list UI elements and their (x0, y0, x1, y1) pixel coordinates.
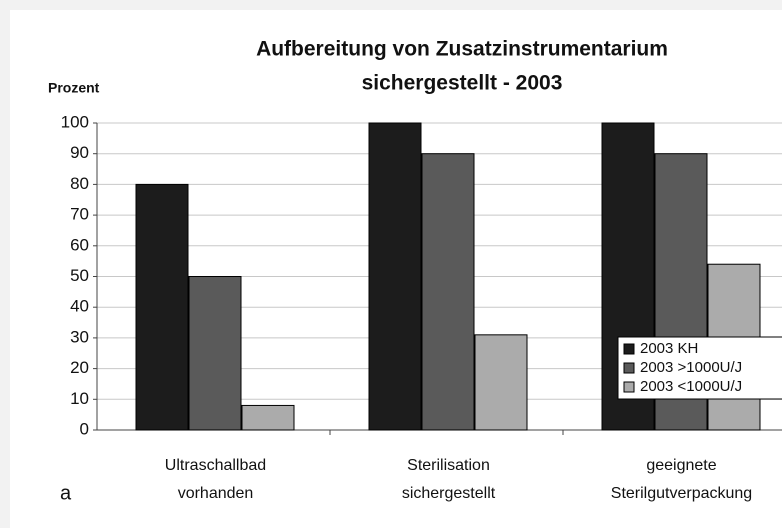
y-tick-label: 90 (70, 143, 89, 162)
y-tick-label: 60 (70, 235, 89, 254)
x-tick-label: Ultraschallbad vorhanden (165, 457, 266, 502)
y-axis-label: Prozent (48, 80, 100, 96)
y-tick-label: 80 (70, 174, 89, 193)
chart-title: Aufbereitung von Zusatzinstrumentarium (256, 38, 668, 61)
y-tick-label: 20 (70, 358, 89, 377)
legend-swatch (623, 381, 635, 393)
y-tick-label: 100 (61, 112, 89, 131)
legend-swatch (623, 362, 635, 374)
panel-label: a (60, 482, 72, 504)
y-tick-label: 70 (70, 205, 89, 224)
bar (135, 183, 189, 431)
legend-label: 2003 <1000U/J (640, 378, 742, 395)
bar (188, 276, 242, 431)
legend-label: 2003 >1000U/J (640, 359, 742, 376)
y-tick-label: 30 (70, 327, 89, 346)
bar (368, 122, 422, 431)
bar (421, 153, 475, 431)
legend-box (617, 336, 782, 400)
bar (474, 334, 528, 431)
y-tick-label: 10 (70, 389, 89, 408)
legend-label: 2003 KH (640, 340, 698, 357)
chart-title: sichergestellt - 2003 (362, 72, 563, 95)
legend-swatch (623, 343, 635, 355)
y-tick-label: 0 (80, 419, 89, 438)
x-tick-label: Sterilisation sichergestellt (402, 457, 496, 502)
bar (241, 404, 295, 431)
y-tick-label: 40 (70, 297, 89, 316)
x-tick-label: geeignete Sterilgutverpackung (611, 457, 752, 502)
y-tick-label: 50 (70, 266, 89, 285)
